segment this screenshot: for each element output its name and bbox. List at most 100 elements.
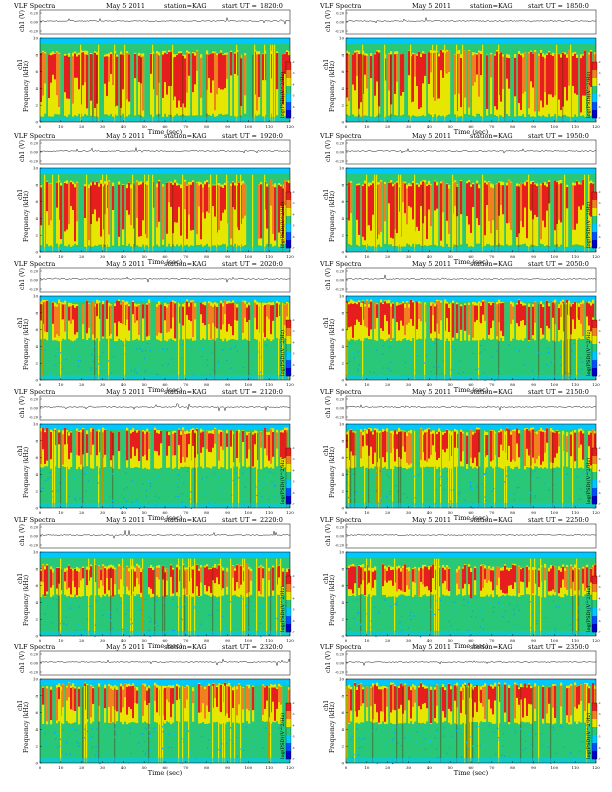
freq-ytick-label: 10 (339, 166, 345, 171)
time-xtick-label: 120 (592, 124, 600, 129)
freq-ytick-label: 10 (339, 422, 345, 427)
freq-ytick-label: 2 (341, 361, 344, 366)
spectrogram-panel: VLF Spectra May 5 2011 station=KAG start UT… (306, 388, 601, 522)
colorbar-tick-label: -4 (292, 341, 295, 344)
time-xtick-label: 20 (385, 382, 391, 387)
time-xtick-label: 110 (571, 510, 579, 515)
time-xtick-label: 90 (531, 254, 537, 259)
freq-ylabel: Frequency (kHz) (329, 191, 336, 242)
colorbar-tick-label: -7 (598, 375, 601, 378)
time-xtick-label: 60 (162, 638, 168, 643)
time-xtick-label: 90 (225, 765, 231, 770)
colorbar-tick-label: -2 (598, 575, 601, 578)
panel-station: station=KAG (470, 388, 513, 396)
freq-ytick-label: 10 (33, 166, 39, 171)
freq-ytick-label: 4 (35, 472, 38, 477)
time-xtick-label: 20 (385, 638, 391, 643)
freq-ytick-label: 2 (35, 103, 38, 108)
panel-station: station=KAG (470, 132, 513, 140)
time-xtick-label: 120 (286, 254, 294, 259)
colorbar-tick-label: -2 (598, 191, 601, 194)
time-xtick-label: 80 (204, 510, 210, 515)
colorbar: -2 -3 -4 -5 -6 -7 log(PSD)(V^2/Hz) (279, 191, 295, 250)
waveform-trace (345, 660, 597, 667)
colorbar-tick-label: -2 (292, 319, 295, 322)
waveform-trace (346, 534, 597, 536)
waveform-ylabel: ch1 (V) (19, 268, 26, 290)
freq-ylabel: Frequency (kHz) (23, 447, 30, 498)
time-xtick-label: 10 (364, 382, 370, 387)
waveform-ytick-label: 0.20 (30, 398, 38, 402)
time-xtick-label: 100 (245, 124, 253, 129)
colorbar-tick-label: -3 (598, 330, 601, 333)
time-xtick-label: 20 (385, 254, 391, 259)
freq-ytick-label: 8 (341, 566, 344, 571)
panel-start-label: start UT = (222, 260, 257, 268)
time-xtick-label: 110 (265, 382, 273, 387)
time-xtick-label: 40 (121, 510, 127, 515)
time-xtick-label: 110 (265, 254, 273, 259)
colorbar-tick-label: -5 (598, 95, 601, 98)
time-xtick-label: 50 (142, 254, 148, 259)
freq-ytick-label: 2 (35, 361, 38, 366)
panel-date: May 5 2011 (412, 388, 452, 396)
waveform-ylabel: ch1 (V) (19, 140, 26, 162)
time-xtick-label: 90 (225, 124, 231, 129)
panel-start-time: 2250:0 (566, 516, 589, 524)
time-xtick-label: 60 (468, 765, 474, 770)
waveform-ytick-label: -0.20 (335, 544, 344, 548)
time-xtick-label: 30 (406, 765, 412, 770)
time-xtick-label: 0 (345, 510, 348, 515)
time-xtick-label: 0 (39, 254, 42, 259)
colorbar-tick-label: -3 (598, 458, 601, 461)
waveform-ytick-label: 0.00 (30, 279, 38, 283)
panel-start-time: 2350:0 (566, 643, 589, 651)
panel-start-time: 2050:0 (566, 260, 589, 268)
time-xtick-label: 60 (162, 765, 168, 770)
time-xtick-label: 60 (162, 510, 168, 515)
colorbar-tick-label: -2 (598, 319, 601, 322)
freq-ytick-label: 10 (339, 36, 345, 41)
time-xtick-label: 20 (79, 765, 85, 770)
colorbar-tick-label: -7 (292, 758, 295, 761)
time-xtick-label: 90 (531, 382, 537, 387)
panel-title: VLF Spectra (14, 516, 56, 524)
time-xtick-label: 50 (448, 638, 454, 643)
panel-station: station=KAG (164, 132, 207, 140)
freq-ytick-label: 6 (35, 199, 38, 204)
colorbar-tick-label: -6 (292, 492, 295, 495)
colorbar-tick-label: -3 (292, 586, 295, 589)
freq-ytick-label: 2 (35, 233, 38, 238)
panel-date: May 5 2011 (106, 516, 146, 524)
time-xtick-label: 40 (121, 765, 127, 770)
colorbar-tick-label: -7 (292, 631, 295, 634)
time-xtick-label: 120 (286, 124, 294, 129)
time-xtick-label: 10 (364, 765, 370, 770)
freq-ytick-label: 10 (339, 550, 345, 555)
waveform-ytick-label: -0.20 (335, 30, 344, 34)
panel-date: May 5 2011 (106, 132, 146, 140)
panel-start-time: 2020:0 (260, 260, 283, 268)
time-xtick-label: 50 (142, 382, 148, 387)
time-xtick-label: 10 (58, 765, 64, 770)
waveform-ytick-label: 0.20 (336, 653, 344, 657)
time-xtick-label: 70 (489, 510, 495, 515)
time-xtick-label: 60 (468, 382, 474, 387)
freq-ytick-label: 8 (35, 566, 38, 571)
freq-ytick-label: 2 (341, 744, 344, 749)
channel-side-label: ch1 (17, 573, 24, 584)
waveform-ytick-label: -0.20 (29, 288, 38, 292)
waveform-ytick-label: -0.20 (29, 671, 38, 675)
panel-start-time: 2220:0 (260, 516, 283, 524)
channel-side-label: ch1 (323, 700, 330, 711)
colorbar: -2 -3 -4 -5 -6 -7 log(PSD)(V^2/Hz) (585, 61, 601, 120)
time-xtick-label: 60 (162, 124, 168, 129)
time-xtick-label: 20 (385, 124, 391, 129)
